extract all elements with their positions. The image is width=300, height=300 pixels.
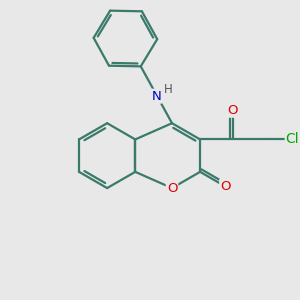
Text: N: N xyxy=(152,90,161,103)
Text: O: O xyxy=(227,104,238,117)
Text: H: H xyxy=(164,83,172,96)
Text: O: O xyxy=(167,182,177,195)
Text: Cl: Cl xyxy=(286,132,299,146)
Text: O: O xyxy=(220,180,231,193)
